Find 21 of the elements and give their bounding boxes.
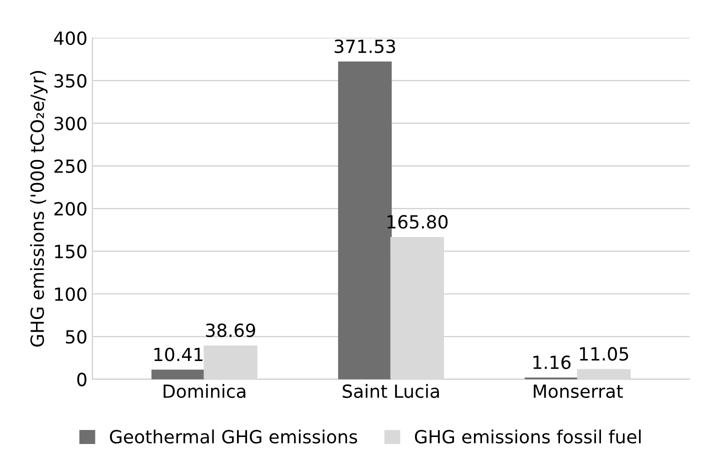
y-tick-label: 150	[55, 244, 86, 258]
bar	[151, 370, 206, 380]
x-tick-label: Monserrat	[534, 384, 623, 398]
legend-label: Geothermal GHG emissions	[110, 430, 358, 444]
text: 38.69	[206, 323, 256, 338]
y-tick-label: 400	[54, 31, 86, 46]
legend-label: GHG emissions fossil fuel	[414, 430, 641, 444]
x-tick-label: Dominica	[164, 384, 246, 398]
y-tick-label: 350	[54, 74, 86, 88]
text: 1.16	[533, 356, 571, 370]
y-tick-label: 100	[55, 287, 86, 301]
y-tick-label: 200	[54, 202, 86, 216]
x-tick-label: Saint Lucia	[342, 384, 439, 398]
y-tick-label: 0	[77, 372, 86, 386]
text: 11.05	[580, 347, 628, 361]
y-tick-label: 50	[66, 330, 86, 344]
y-tick-label: 300	[54, 116, 86, 130]
text: 10.41	[154, 348, 202, 362]
text: 371.53	[334, 40, 396, 54]
y-tick-label: 250	[54, 159, 86, 174]
y-axis-title: GHG emissions ('000 tCO₂e/yr)	[30, 71, 48, 347]
